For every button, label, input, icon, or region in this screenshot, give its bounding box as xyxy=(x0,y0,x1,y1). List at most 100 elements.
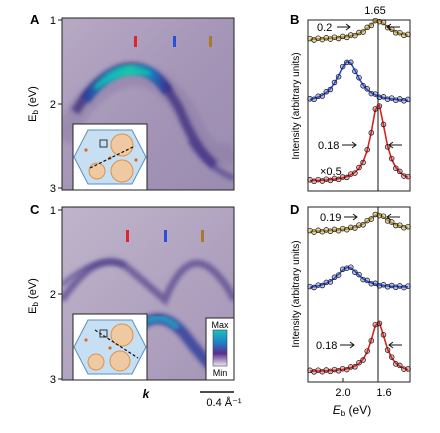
panel-d-red-data-point xyxy=(401,366,407,372)
panel-d-gold-data-point xyxy=(393,222,399,229)
panel-b-blue-data-point xyxy=(319,93,326,99)
panel-b-red-data-point xyxy=(368,130,375,136)
panel-d-gold-data-point xyxy=(360,222,366,228)
panel-d-gold-data-point xyxy=(352,225,358,231)
panel-b-blue-fit-line xyxy=(309,60,409,101)
panel-c-xlabel: k xyxy=(143,387,151,401)
panel-d-xticks: 2.0 1.6 xyxy=(335,378,392,399)
panel-b-red-data-point xyxy=(339,174,346,180)
panel-b-gold-data-point xyxy=(393,30,399,36)
panel-b-blue-data-point xyxy=(327,86,334,93)
panel-d-gold-data-point xyxy=(372,211,379,218)
panel-b-gold-data-point xyxy=(397,29,403,36)
panel-d-red-data-point xyxy=(339,365,346,372)
panel-d-red-data-point xyxy=(372,321,379,328)
panel-b-red-data-point xyxy=(393,165,399,171)
panel-b-gold-data-point xyxy=(348,32,354,38)
panel-d-xtick: 2.0 xyxy=(335,387,350,399)
panel-b-top-value: 1.65 xyxy=(364,5,385,17)
panel-c: C xyxy=(27,202,242,409)
panel-b-red-data-point xyxy=(380,121,387,128)
panel-b-gold-data-point xyxy=(323,35,330,41)
panel-d-blue-fit-line xyxy=(309,266,409,289)
panel-d-red-data-point xyxy=(364,348,370,354)
panel-b-blue-data-point xyxy=(331,79,338,86)
panel-b-blue-data-point xyxy=(356,74,362,81)
panel-b-red-data-point xyxy=(323,176,330,182)
panel-d-gold-data-point xyxy=(405,223,411,230)
panel-b-label: B xyxy=(290,12,299,27)
panel-a: A Eb (e xyxy=(27,12,235,195)
panel-c-label: C xyxy=(30,202,40,217)
panel-d-gold-data-point xyxy=(368,216,375,222)
panel-d-red-data-point xyxy=(376,320,383,327)
panel-d-blue-data-point xyxy=(344,265,350,271)
panel-d-red-fit-line xyxy=(310,321,409,372)
panel-d-blue-data-point xyxy=(393,284,399,291)
panel-c-arpes-map: Max Min xyxy=(62,207,234,380)
cut-marker-blue xyxy=(173,36,176,47)
panel-d-red-data-point xyxy=(344,366,350,373)
panel-d-red-data-point xyxy=(388,354,395,360)
panel-b-blue-data-point xyxy=(368,90,375,97)
panel-b-blue-data-point xyxy=(393,97,399,103)
panel-b-red-fit-line xyxy=(309,103,409,182)
panel-d-blue-data-point xyxy=(307,283,313,290)
panel-b-blue-data-point xyxy=(364,86,370,92)
panel-b-blue-data-point xyxy=(384,96,391,102)
panel-b-red-data-point xyxy=(372,106,379,112)
panel-b-blue-data-point xyxy=(405,96,411,103)
panel-b-blue-data-point xyxy=(372,91,379,97)
panel-b-red-data-point xyxy=(405,173,411,180)
panel-d-red-data-point xyxy=(368,337,375,344)
panel-c-ytick: 3 xyxy=(50,374,56,386)
panel-d-ylabel: Intensity (arbitrary units) xyxy=(291,240,302,347)
panel-d-gold-data-point xyxy=(376,212,383,219)
panel-d-blue-data-point xyxy=(405,283,411,289)
panel-b-red-data-point xyxy=(384,144,391,150)
panel-d-spectra xyxy=(307,211,411,375)
panel-b-red-data-point xyxy=(364,146,370,153)
panel-d-gold-data-point xyxy=(356,222,362,228)
panel-d-blue-data-point xyxy=(331,274,338,281)
panel-d-xtick: 1.6 xyxy=(376,387,391,399)
panel-b-ann-bottom: 0.18 xyxy=(318,140,339,152)
panel-b-blue-data-point xyxy=(360,83,366,89)
panel-b-red-data-point xyxy=(401,173,407,179)
panel-b-gold-data-point xyxy=(405,31,411,38)
panel-b-gold-data-point xyxy=(352,32,358,39)
panel-b-blue-data-point xyxy=(376,94,383,101)
colorbar-max-label: Max xyxy=(211,320,229,330)
brillouin-zone-inset-a xyxy=(72,123,148,190)
panel-b-gold-data-point xyxy=(376,18,383,25)
panel-a-yticks: 1 2 3 xyxy=(50,15,62,195)
panel-b-blue-data-point xyxy=(323,89,330,95)
panel-b-red-data-point xyxy=(356,164,362,171)
panel-d-blue-data-point xyxy=(360,276,366,283)
panel-b-gold-data-point xyxy=(356,29,362,36)
colorbar: Max Min xyxy=(205,317,234,380)
panel-d-blue-data-point xyxy=(372,280,379,287)
panel-b-blue-data-point xyxy=(339,63,346,70)
panel-d-blue-data-point xyxy=(339,266,346,273)
panel-b-gold-data-point xyxy=(368,22,375,29)
scale-bar: 0.4 Å⁻¹ xyxy=(200,391,242,409)
panel-a-ylabel: Eb (eV) xyxy=(27,86,40,122)
panel-d-red-data-point xyxy=(356,359,362,366)
panel-b-blue-data-point xyxy=(352,68,358,74)
panel-b-blue-data-point xyxy=(348,59,354,66)
panel-d-gold-fit-line xyxy=(309,213,409,233)
panel-d-red-data-point xyxy=(352,364,358,370)
panel-b-blue-data-point xyxy=(344,59,350,66)
panel-b-gold-data-point xyxy=(372,17,379,24)
cut-marker-red xyxy=(126,230,129,242)
panel-b-blue-data-point xyxy=(380,94,387,100)
panel-d-blue-data-point xyxy=(327,279,334,285)
cut-marker-gold xyxy=(209,36,212,47)
panel-d-blue-data-point xyxy=(319,282,326,289)
panel-d-blue-data-point xyxy=(368,280,375,287)
panel-d-xlabel: Eb (eV) xyxy=(333,403,371,418)
panel-b-red-data-point xyxy=(331,175,338,182)
panel-b-blue-data-point xyxy=(315,93,321,100)
